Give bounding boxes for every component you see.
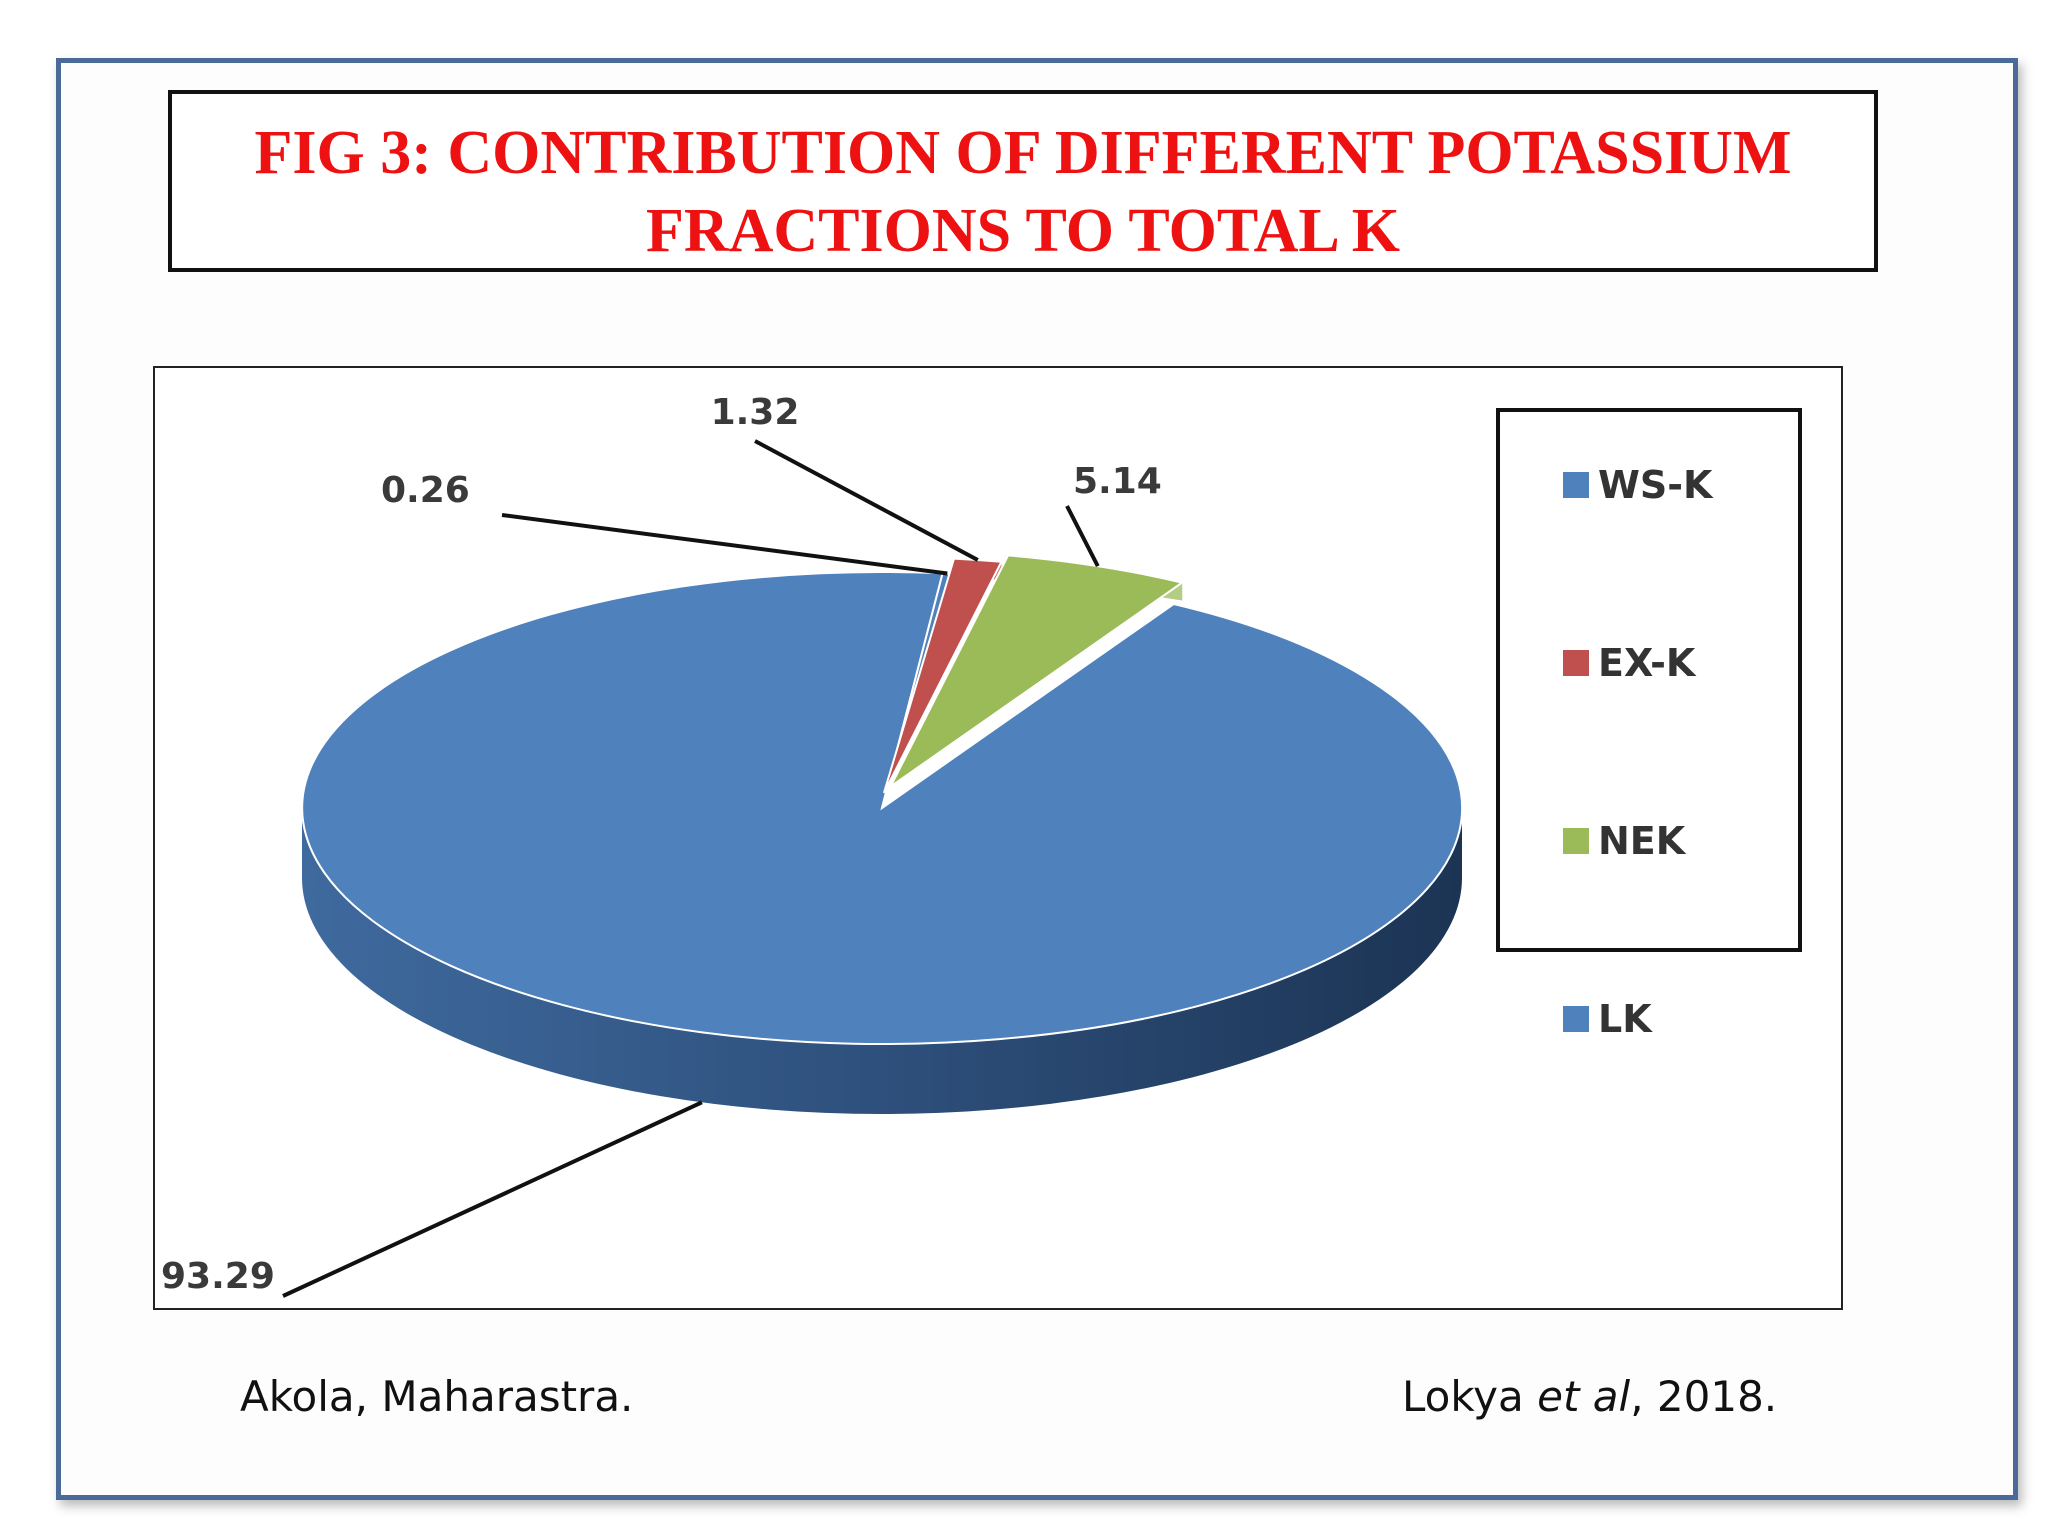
citation-author: Lokya: [1402, 1372, 1524, 1421]
leader-line-NEK: [1065, 505, 1100, 568]
data-label-EX-K: 1.32: [711, 392, 800, 433]
legend-box: [1496, 408, 1802, 952]
leader-line-LK: [282, 1100, 703, 1298]
slice-side-LK: [302, 808, 1462, 1114]
legend-swatch-WS-K: [1563, 472, 1589, 498]
legend-swatch-LK: [1563, 1006, 1589, 1032]
slice-NEK: [889, 554, 1185, 788]
legend-label-EX-K: EX-K: [1598, 641, 1697, 685]
citation-year: , 2018.: [1630, 1372, 1778, 1421]
pie-slices: [301, 554, 1464, 1046]
legend-swatch-NEK: [1563, 828, 1589, 854]
leader-line-EX-K: [754, 439, 979, 562]
legend-swatch-EX-K: [1563, 650, 1589, 676]
citation-etal: et al: [1537, 1372, 1631, 1421]
chart-area: 0.26 1.32 5.14 93.29 WS-K EX-K NEK LK: [153, 366, 1843, 1310]
legend: WS-K EX-K NEK LK: [1496, 408, 1802, 1041]
leader-line-WS-K: [501, 513, 948, 576]
leader-lines: [282, 439, 1100, 1298]
location-note: Akola, Maharastra.: [240, 1372, 634, 1421]
legend-label-LK: LK: [1598, 997, 1653, 1041]
data-labels: 0.26 1.32 5.14 93.29: [161, 392, 1162, 1297]
data-label-WS-K: 0.26: [381, 470, 470, 511]
citation: Lokya et al, 2018.: [1402, 1372, 1777, 1421]
pie-chart: 0.26 1.32 5.14 93.29 WS-K EX-K NEK LK: [161, 392, 1802, 1298]
data-label-LK: 93.29: [161, 1256, 275, 1297]
chart-title-line-2: FRACTIONS TO TOTAL K: [645, 197, 1401, 265]
title-box: FIG 3: CONTRIBUTION OF DIFFERENT POTASSI…: [168, 90, 1878, 272]
legend-label-WS-K: WS-K: [1598, 463, 1714, 507]
data-label-NEK: 5.14: [1073, 461, 1162, 502]
legend-label-NEK: NEK: [1598, 819, 1687, 863]
chart-title-line-1: FIG 3: CONTRIBUTION OF DIFFERENT POTASSI…: [254, 119, 1792, 187]
